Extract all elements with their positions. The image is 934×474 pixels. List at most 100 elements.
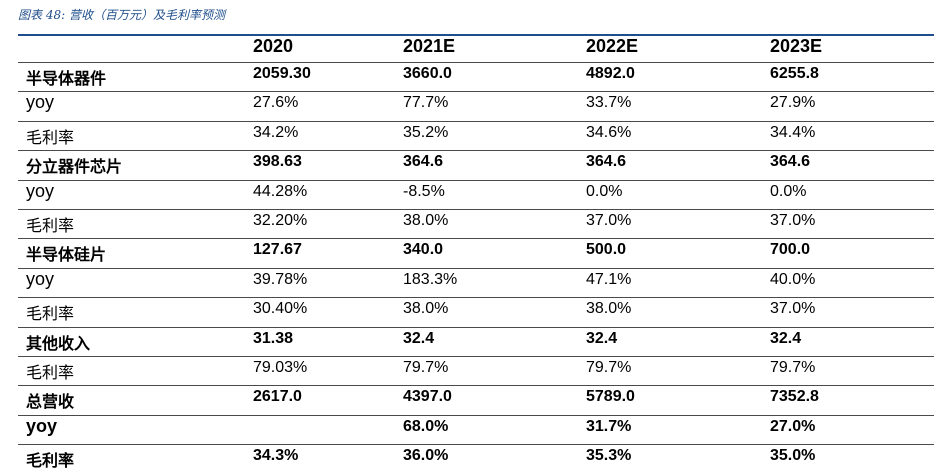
table-cell: 4397.0	[403, 388, 452, 406]
table-cell: 0.0%	[770, 182, 807, 200]
table-row: 分立器件芯片 398.63 364.6 364.6 364.6	[0, 150, 934, 179]
column-header-2020: 2020	[253, 36, 294, 56]
column-header-2022e: 2022E	[586, 36, 639, 56]
table-cell: -8.5%	[403, 182, 445, 200]
row-label: yoy	[26, 268, 55, 289]
table-row: 毛利率 30.40% 38.0% 38.0% 37.0%	[0, 297, 934, 326]
row-label: 毛利率	[26, 451, 75, 471]
table-cell: 340.0	[403, 241, 444, 259]
table-cell: 6255.8	[770, 65, 819, 82]
row-label: 毛利率	[26, 363, 75, 382]
table-row: yoy 27.6% 77.7% 33.7% 27.9%	[0, 91, 934, 120]
row-label: 半导体器件	[26, 69, 107, 88]
column-header-2021e: 2021E	[403, 36, 456, 56]
table-cell: 31.7%	[586, 417, 632, 435]
table-cell: 7352.8	[770, 388, 819, 406]
row-divider	[18, 62, 934, 63]
table-cell: 35.3%	[586, 447, 632, 465]
table-cell: 47.1%	[586, 270, 632, 288]
row-divider	[18, 150, 934, 152]
table-cell: 35.2%	[403, 123, 449, 141]
table-cell: 77.7%	[403, 94, 449, 112]
row-divider	[18, 238, 934, 240]
table-row: 总营收 2617.0 4397.0 5789.0 7352.8	[0, 385, 934, 414]
table-cell: 700.0	[770, 241, 811, 259]
row-divider	[18, 385, 934, 387]
table-cell: 500.0	[586, 241, 627, 259]
table-cell: 38.0%	[403, 212, 449, 229]
table-cell: 364.6	[586, 153, 627, 171]
row-label: 毛利率	[26, 216, 75, 235]
table-cell: 0.0%	[586, 182, 623, 200]
table-cell: 37.0%	[770, 212, 816, 229]
table-cell: 32.4	[403, 329, 435, 347]
table-cell: 27.9%	[770, 94, 816, 112]
table-row: yoy 39.78% 183.3% 47.1% 40.0%	[0, 268, 934, 297]
table-cell: 33.7%	[586, 94, 632, 112]
table-cell: 38.0%	[586, 300, 632, 318]
row-divider	[18, 209, 934, 210]
row-label: yoy	[26, 92, 55, 113]
table-cell: 2617.0	[253, 388, 302, 406]
table-cell: 27.6%	[253, 94, 299, 112]
table-cell: 4892.0	[586, 65, 635, 82]
row-divider	[18, 297, 934, 299]
row-label: 分立器件芯片	[26, 157, 123, 177]
table-cell: 79.7%	[586, 359, 632, 376]
row-label: 其他收入	[26, 333, 91, 353]
table-cell: 36.0%	[403, 447, 449, 465]
table-cell: 30.40%	[253, 300, 308, 318]
figure-caption: 图表 48: 营收（百万元）及毛利率预测	[18, 8, 225, 22]
table-row: 毛利率 34.2% 35.2% 34.6% 34.4%	[0, 121, 934, 150]
table-cell: 79.03%	[253, 359, 308, 376]
table-row: 毛利率 34.3% 36.0% 35.3% 35.0%	[0, 444, 934, 473]
table-row: yoy 68.0% 31.7% 27.0%	[0, 415, 934, 444]
row-label: 毛利率	[26, 127, 75, 147]
row-divider	[18, 414, 934, 416]
row-divider	[18, 120, 934, 122]
table-cell: 32.4	[770, 329, 802, 347]
table-cell: 35.0%	[770, 447, 816, 465]
table-cell: 37.0%	[586, 212, 632, 229]
table-cell: 34.2%	[253, 123, 299, 141]
table-cell: 183.3%	[403, 270, 458, 288]
table-cell: 27.0%	[770, 417, 816, 435]
table-cell: 3660.0	[403, 65, 452, 82]
table-cell: 40.0%	[770, 270, 816, 288]
table-row: 毛利率 79.03% 79.7% 79.7% 79.7%	[0, 356, 934, 385]
table-row: yoy 44.28% -8.5% 0.0% 0.0%	[0, 180, 934, 209]
row-label: yoy	[26, 415, 58, 436]
row-divider	[18, 444, 934, 446]
table-top-rule	[18, 34, 934, 36]
row-divider	[18, 179, 934, 181]
table-cell: 37.0%	[770, 300, 816, 318]
row-divider	[18, 326, 934, 328]
row-label: 总营收	[26, 392, 75, 412]
table-cell: 44.28%	[253, 182, 308, 200]
table-cell: 31.38	[253, 329, 294, 347]
table-cell: 79.7%	[403, 359, 449, 376]
table-cell: 34.4%	[770, 123, 816, 141]
table-cell: 32.20%	[253, 212, 308, 229]
table-cell: 39.78%	[253, 270, 308, 288]
column-header-2023e: 2023E	[770, 36, 823, 56]
table-cell: 2059.30	[253, 65, 311, 82]
table-cell: 32.4	[586, 329, 618, 347]
table-cell: 364.6	[403, 153, 444, 171]
row-label: yoy	[26, 180, 55, 201]
table-row: 半导体硅片 127.67 340.0 500.0 700.0	[0, 238, 934, 267]
row-label: 毛利率	[26, 304, 75, 324]
row-label: 半导体硅片	[26, 245, 107, 265]
table-cell: 68.0%	[403, 417, 449, 435]
table-row: 半导体器件 2059.30 3660.0 4892.0 6255.8	[0, 62, 934, 91]
table-cell: 34.3%	[253, 447, 299, 465]
table-cell: 398.63	[253, 153, 302, 171]
row-divider	[18, 91, 934, 93]
table-cell: 38.0%	[403, 300, 449, 318]
row-divider	[18, 356, 934, 357]
table-cell: 364.6	[770, 153, 811, 171]
table-cell: 34.6%	[586, 123, 632, 141]
table-row: 毛利率 32.20% 38.0% 37.0% 37.0%	[0, 209, 934, 238]
table-cell: 127.67	[253, 241, 302, 259]
table-cell: 79.7%	[770, 359, 816, 376]
